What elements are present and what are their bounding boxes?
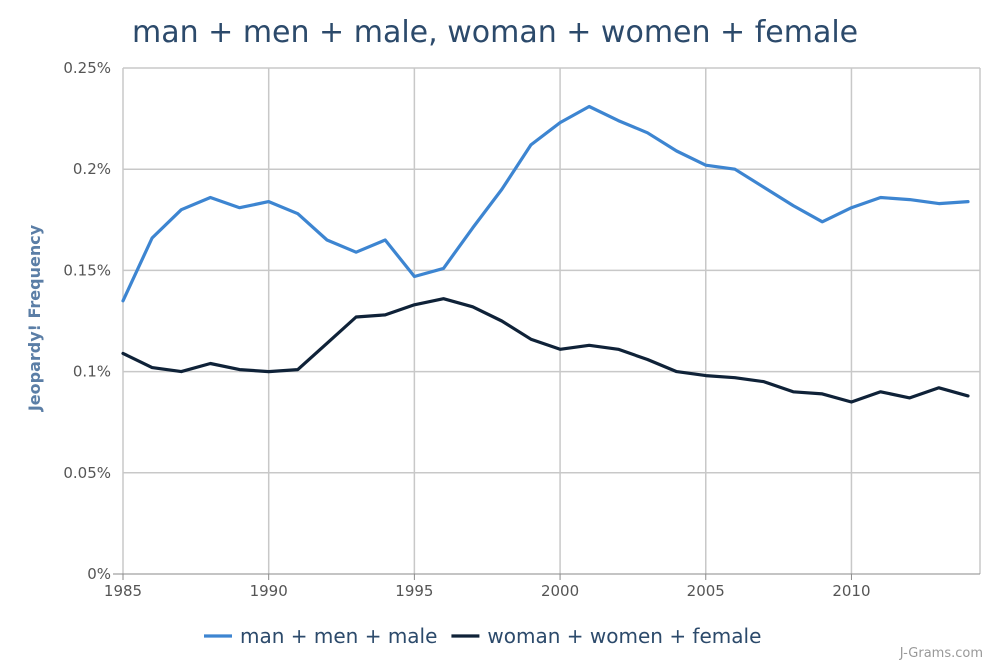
credit-text: J-Grams.com — [899, 646, 983, 661]
series-lines — [121, 104, 970, 404]
y-tick-label: 0% — [87, 565, 111, 583]
x-tick-label: 2000 — [541, 582, 579, 600]
y-axis-label: Jeopardy! Frequency — [25, 224, 44, 412]
x-tick-label: 2010 — [832, 582, 870, 600]
series-line-2 — [121, 297, 970, 404]
y-tick-label: 0.1% — [73, 363, 111, 381]
axes — [113, 573, 980, 580]
x-tick-label: 1995 — [395, 582, 433, 600]
x-tick-label: 2005 — [687, 582, 725, 600]
chart-title: man + men + male, woman + women + female — [132, 15, 858, 50]
x-tick-label: 1985 — [104, 582, 142, 600]
tick-labels: 0% 0.05% 0.1% 0.15% 0.2% 0.25% 1985 1990 1995 200… — [63, 59, 870, 600]
y-tick-label: 0.05% — [63, 464, 111, 482]
grid-lines — [122, 67, 981, 574]
x-tick-label: 1990 — [250, 582, 288, 600]
series-line-1 — [121, 104, 970, 303]
y-tick-label: 0.15% — [63, 261, 111, 279]
legend[interactable]: man + men + male woman + women + female — [204, 624, 761, 648]
y-tick-label: 0.2% — [73, 160, 111, 178]
legend-label: woman + women + female — [487, 624, 761, 648]
y-tick-label: 0.25% — [63, 59, 111, 77]
legend-item-1[interactable]: man + men + male — [204, 624, 437, 648]
legend-item-2[interactable]: woman + women + female — [451, 624, 761, 648]
legend-label: man + men + male — [240, 624, 437, 648]
